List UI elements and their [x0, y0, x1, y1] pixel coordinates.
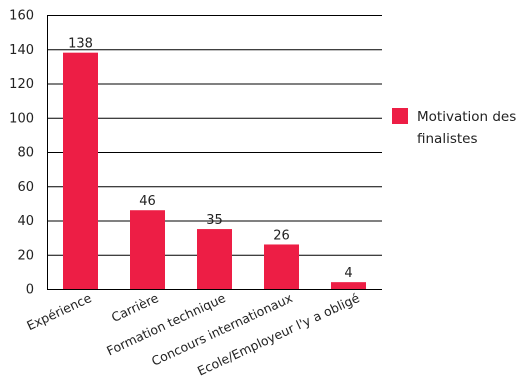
gridlines [47, 15, 382, 290]
data-labels: 138 46 35 26 4 [68, 37, 353, 281]
y-tick-label: 160 [9, 9, 34, 24]
bar [197, 229, 232, 289]
bar [130, 210, 165, 289]
data-label: 35 [206, 213, 223, 228]
data-label: 46 [139, 194, 156, 209]
y-axis-tick-labels: 0 20 40 60 80 100 120 140 160 [9, 9, 34, 298]
y-tick-label: 140 [9, 43, 34, 58]
legend-label: Motivation des finalistes [417, 109, 517, 147]
y-tick-label: 80 [17, 146, 34, 161]
bar [63, 52, 98, 289]
y-tick-label: 40 [17, 214, 34, 229]
data-label: 4 [344, 266, 352, 281]
legend: Motivation des finalistes [392, 106, 520, 150]
y-tick-label: 60 [17, 180, 34, 195]
data-label: 26 [273, 228, 290, 243]
bar [331, 282, 366, 289]
x-category-label: Carrière [109, 290, 161, 325]
bar [264, 244, 299, 289]
legend-swatch [392, 108, 408, 124]
y-tick-label: 20 [17, 248, 34, 263]
x-category-label: Expérience [24, 290, 94, 333]
y-tick-label: 100 [9, 111, 34, 126]
y-tick-label: 120 [9, 77, 34, 92]
data-label: 138 [68, 37, 93, 52]
bars [63, 52, 366, 289]
y-tick-label: 0 [26, 283, 34, 298]
